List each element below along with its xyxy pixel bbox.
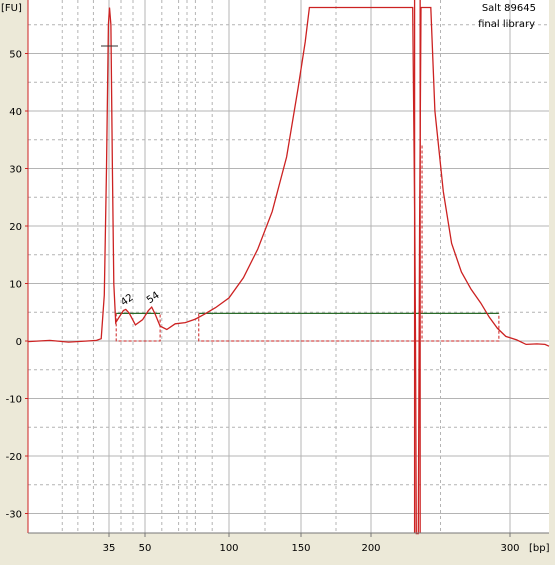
y-tick-label: 40 [9,107,22,118]
x-tick-label: 50 [139,543,152,554]
plot-area [28,0,549,533]
x-tick-label: 35 [103,543,116,554]
y-tick-label: 30 [9,165,22,176]
y-tick-labels: -30 -20 -10 0 10 20 30 40 50 [6,50,28,521]
region-bracket [198,313,500,342]
x-tick-label: 100 [219,543,238,554]
x-unit-label: [bp] [529,543,550,554]
x-tick-label: 150 [291,543,310,554]
y-tick-label: -20 [6,452,22,463]
x-tick-label: 200 [361,543,380,554]
y-tick-label: 10 [9,280,22,291]
y-tick-label: -30 [6,510,22,521]
region-bracket [115,313,161,342]
x-tick-label: 300 [500,543,519,554]
y-tick-label: -10 [6,395,22,406]
x-tick-labels: 35 50 100 150 200 300 [103,533,520,554]
y-tick-label: 20 [9,222,22,233]
region-markers [115,312,500,342]
trace-line [27,6,550,535]
annotation-line-1: Salt 89645 [482,3,536,14]
y-tick-label: 0 [16,337,22,348]
annotation-line-2: final library [478,19,535,30]
y-unit-label: [FU] [1,3,22,14]
y-tick-label: 50 [9,50,22,61]
